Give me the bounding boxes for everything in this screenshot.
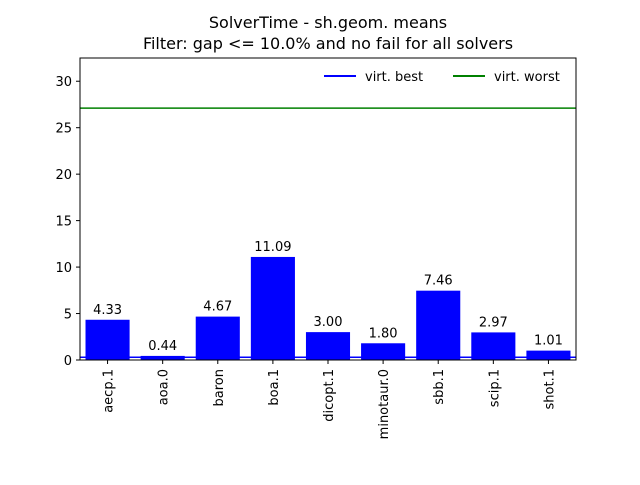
x-tick-label: aoa.0 [157, 369, 172, 405]
bar-aecp.1 [85, 319, 130, 360]
legend-label-virt-worst: virt. worst [494, 70, 560, 85]
x-tick-label: shot.1 [542, 369, 557, 409]
legend-label-virt-best: virt. best [365, 70, 423, 85]
y-tick-label: 20 [55, 168, 72, 183]
bar-scip.1 [471, 332, 516, 360]
bar-value-label: 3.00 [314, 315, 343, 330]
x-tick-label: baron [212, 369, 227, 406]
bar-dicopt.1 [305, 332, 351, 360]
x-tick-label: sbb.1 [432, 369, 447, 405]
bar-value-label: 2.97 [479, 315, 508, 330]
x-tick-label: scip.1 [487, 369, 502, 407]
bar-shot.1 [526, 350, 571, 360]
plot-area: 4.33 0.44 4.67 11.09 3.00 1.80 7.46 2.97 1.01 0 5 1… [55, 57, 577, 439]
y-tick-label: 0 [64, 354, 72, 369]
bar-value-label: 4.33 [93, 303, 122, 318]
y-tick-label: 15 [55, 215, 72, 230]
y-tick-label: 5 [64, 308, 72, 323]
y-tick-label: 30 [55, 75, 72, 90]
bar-value-label: 0.44 [148, 339, 177, 354]
bar-boa.1 [250, 256, 295, 360]
axes-frame [79, 57, 577, 361]
bar-minotaur.0 [361, 343, 406, 360]
bar-sbb.1 [416, 290, 461, 360]
y-tick-label: 25 [55, 122, 72, 137]
x-tick-label: boa.1 [267, 369, 282, 406]
bar-value-label: 7.46 [424, 274, 453, 289]
x-tick-label: dicopt.1 [322, 369, 337, 422]
x-tick-label: minotaur.0 [377, 369, 392, 439]
chart-title-line1: SolverTime - sh.geom. means [209, 13, 447, 32]
bar-baron [195, 316, 240, 360]
bar-value-label: 4.67 [203, 300, 232, 315]
chart-title-line2: Filter: gap <= 10.0% and no fail for all… [143, 34, 513, 53]
y-tick-label: 10 [55, 261, 72, 276]
bar-value-label: 1.01 [534, 334, 563, 349]
x-tick-label: aecp.1 [102, 369, 117, 413]
bar-value-label: 1.80 [369, 326, 398, 341]
legend: virt. best virt. worst [324, 70, 560, 85]
bar-value-label: 11.09 [254, 240, 291, 255]
